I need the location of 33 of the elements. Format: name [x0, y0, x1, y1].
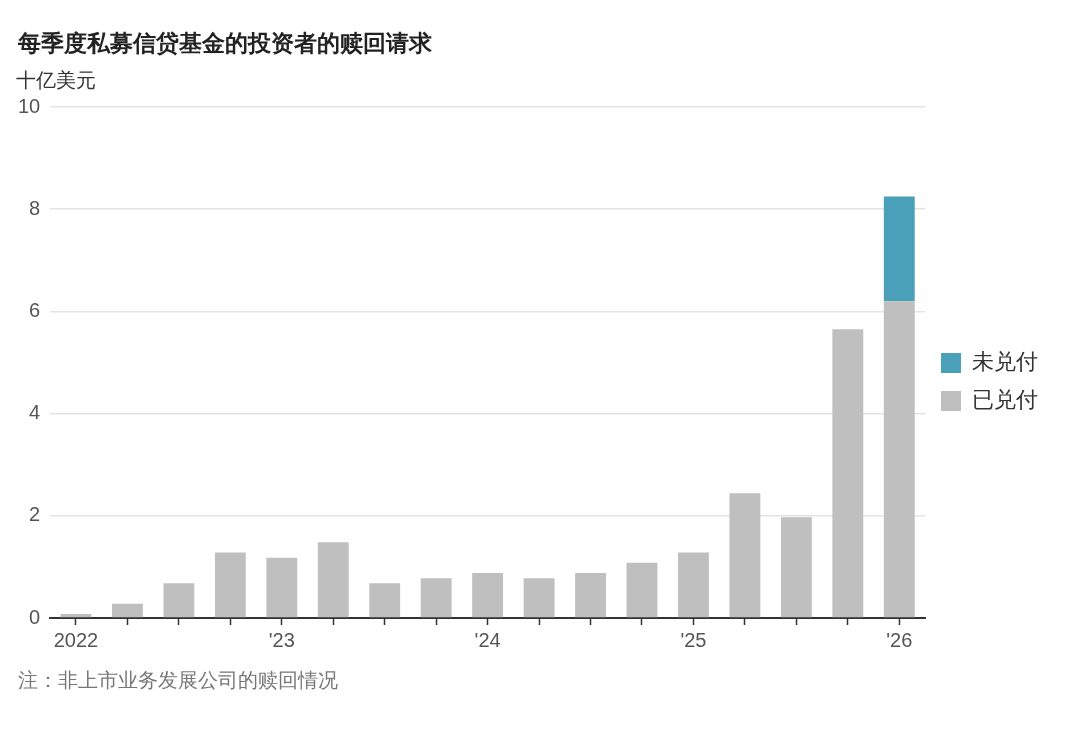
x-tick-label: '26 — [886, 628, 913, 651]
bar — [523, 578, 555, 618]
bar — [369, 583, 401, 618]
x-tick-label: '24 — [474, 628, 501, 651]
bar — [111, 603, 143, 618]
bar — [780, 517, 812, 618]
y-axis-title: 十亿美元 — [16, 68, 96, 91]
y-tick-label: 0 — [29, 605, 41, 628]
y-tick-label: 8 — [29, 196, 41, 219]
bar — [420, 578, 452, 618]
x-tick-label: '25 — [680, 628, 707, 651]
x-tick-label: 2022 — [53, 628, 99, 651]
bar — [729, 493, 761, 618]
bar — [472, 573, 504, 618]
y-tick-label: 10 — [18, 94, 41, 117]
bar — [214, 552, 246, 618]
bar — [317, 542, 349, 618]
x-tick-label: '23 — [268, 628, 295, 651]
bar — [575, 573, 606, 618]
y-tick-label: 4 — [29, 401, 41, 424]
legend-label: 未兑付 — [972, 349, 1038, 375]
bar — [883, 301, 915, 618]
text: 注：非上市业务发展公司的赎回情况 — [17, 668, 339, 693]
bar — [678, 552, 709, 618]
bar — [266, 557, 298, 618]
legend-label: 已兑付 — [972, 387, 1038, 413]
y-tick-label: 6 — [29, 298, 41, 321]
bar — [163, 583, 195, 618]
bar — [832, 329, 864, 618]
y-tick-label: 2 — [29, 503, 41, 526]
bar — [883, 196, 915, 302]
bar — [626, 562, 658, 618]
chart-title: 每季度私募信贷基金的投资者的赎回请求 — [17, 29, 433, 58]
